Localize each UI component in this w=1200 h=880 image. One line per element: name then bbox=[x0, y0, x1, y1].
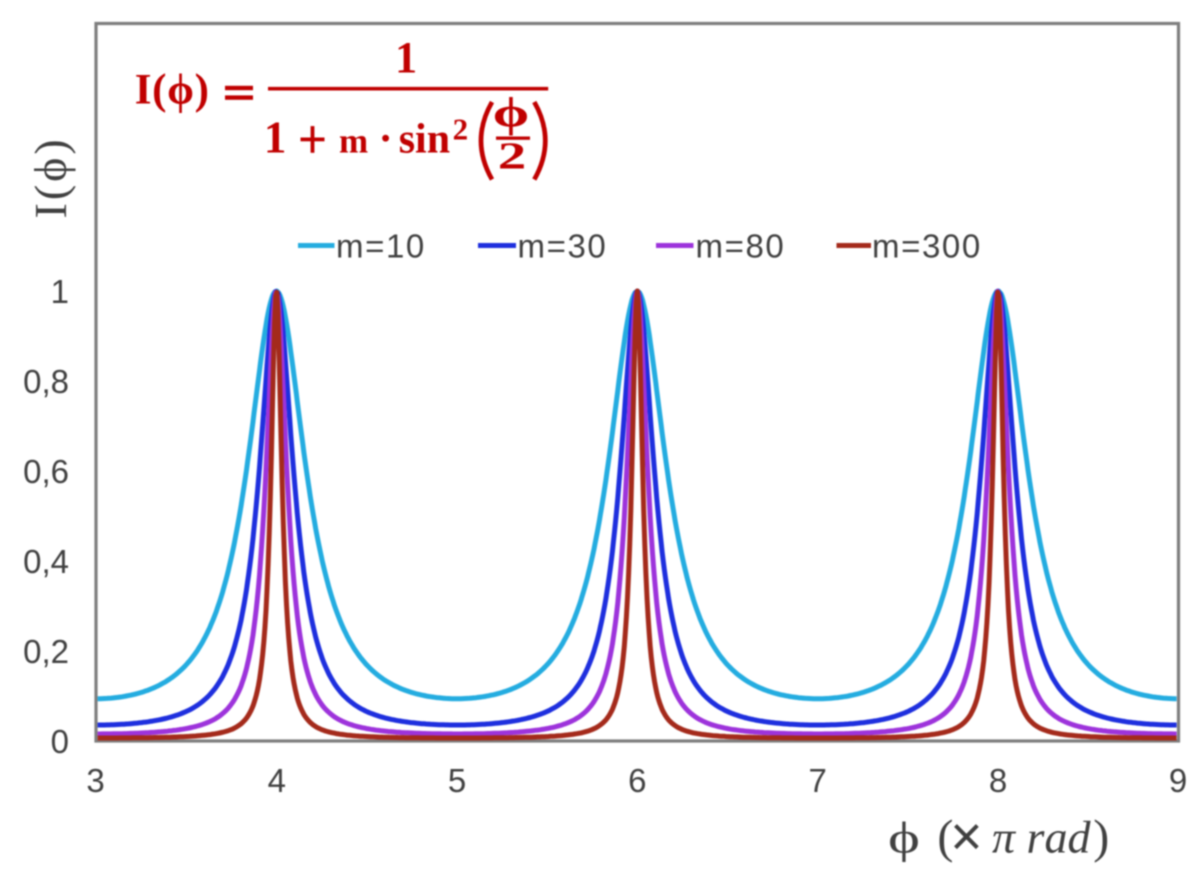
svg-text:3: 3 bbox=[86, 762, 104, 799]
svg-text:ϕ: ϕ bbox=[888, 814, 920, 862]
svg-text:m=80: m=80 bbox=[696, 228, 786, 265]
svg-text:9: 9 bbox=[1169, 762, 1187, 799]
svg-text:0,2: 0,2 bbox=[23, 633, 69, 670]
svg-text:): ) bbox=[1093, 810, 1109, 863]
svg-text:(: ( bbox=[937, 810, 953, 863]
svg-text:8: 8 bbox=[989, 762, 1007, 799]
svg-text:0,6: 0,6 bbox=[23, 453, 69, 490]
svg-text:ϕ: ϕ bbox=[493, 90, 530, 137]
svg-text:m: m bbox=[339, 122, 368, 161]
svg-text:I(ϕ): I(ϕ) bbox=[25, 136, 76, 218]
svg-text:2: 2 bbox=[453, 112, 469, 147]
svg-text:0,4: 0,4 bbox=[23, 543, 69, 580]
svg-text:2: 2 bbox=[498, 136, 526, 178]
svg-text:6: 6 bbox=[628, 762, 646, 799]
svg-text:I(ϕ): I(ϕ) bbox=[135, 67, 210, 114]
svg-text:sin: sin bbox=[399, 116, 450, 162]
svg-text:0,8: 0,8 bbox=[23, 363, 69, 400]
svg-text:7: 7 bbox=[809, 762, 827, 799]
svg-text:4: 4 bbox=[268, 762, 286, 799]
svg-text:π rad: π rad bbox=[992, 812, 1091, 863]
svg-text:5: 5 bbox=[448, 762, 466, 799]
svg-text:m=10: m=10 bbox=[336, 228, 426, 265]
svg-text:1: 1 bbox=[395, 33, 417, 82]
svg-text:0: 0 bbox=[51, 723, 69, 760]
svg-text:m=30: m=30 bbox=[518, 228, 608, 265]
svg-text:1: 1 bbox=[51, 273, 69, 310]
svg-text:m=300: m=300 bbox=[872, 228, 982, 265]
svg-text:1: 1 bbox=[264, 112, 287, 162]
